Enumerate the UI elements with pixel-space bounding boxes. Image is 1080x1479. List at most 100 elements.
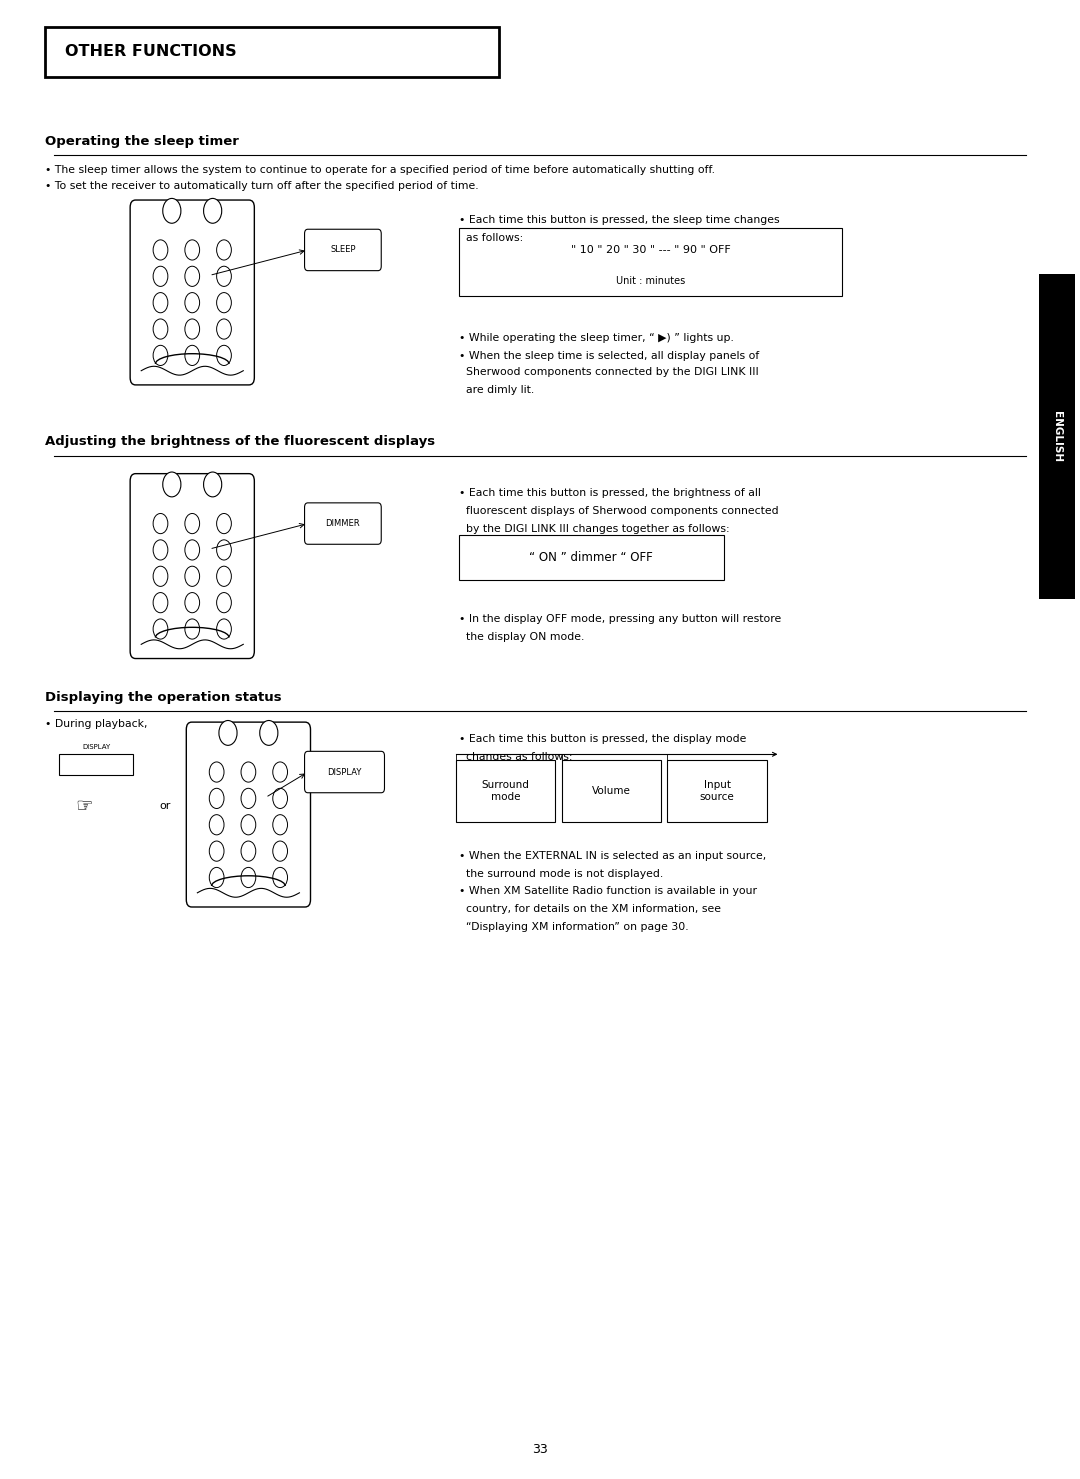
Circle shape [185,618,200,639]
Circle shape [185,345,200,365]
Circle shape [273,842,287,861]
Text: • When the sleep time is selected, all display panels of: • When the sleep time is selected, all d… [459,351,759,361]
Circle shape [185,540,200,561]
Text: ENGLISH: ENGLISH [1052,411,1062,461]
Circle shape [217,266,231,287]
Text: Adjusting the brightness of the fluorescent displays: Adjusting the brightness of the fluoresc… [45,435,435,448]
Circle shape [273,788,287,809]
Circle shape [185,513,200,534]
Text: as follows:: as follows: [459,232,523,243]
FancyBboxPatch shape [130,473,255,658]
Text: " 10 " 20 " 30 " --- " 90 " OFF: " 10 " 20 " 30 " --- " 90 " OFF [571,244,730,254]
Text: OTHER FUNCTIONS: OTHER FUNCTIONS [65,44,237,59]
Text: SLEEP: SLEEP [330,246,355,254]
Circle shape [185,240,200,260]
Text: • The sleep timer allows the system to continue to operate for a specified perio: • The sleep timer allows the system to c… [45,164,715,175]
Circle shape [241,815,256,834]
Circle shape [210,867,224,887]
Bar [562,760,661,822]
Circle shape [203,198,221,223]
Circle shape [241,762,256,782]
Circle shape [217,319,231,339]
Circle shape [210,788,224,809]
Circle shape [217,540,231,561]
FancyBboxPatch shape [187,722,311,907]
Text: the display ON mode.: the display ON mode. [459,632,584,642]
FancyBboxPatch shape [130,200,255,385]
Circle shape [273,762,287,782]
Circle shape [153,240,167,260]
Circle shape [217,513,231,534]
Circle shape [153,345,167,365]
Bar [45,27,499,77]
Text: by the DIGI LINK III changes together as follows:: by the DIGI LINK III changes together as… [459,524,730,534]
Text: country, for details on the XM information, see: country, for details on the XM informati… [459,904,721,914]
FancyBboxPatch shape [305,503,381,544]
Circle shape [203,472,221,497]
Circle shape [185,566,200,586]
FancyBboxPatch shape [305,751,384,793]
Text: • Each time this button is pressed, the display mode: • Each time this button is pressed, the … [459,734,746,744]
Bar [59,754,133,775]
Text: “Displaying XM information” on page 30.: “Displaying XM information” on page 30. [459,921,689,932]
FancyBboxPatch shape [305,229,381,271]
Circle shape [163,198,181,223]
Circle shape [273,867,287,887]
Circle shape [241,788,256,809]
Text: DIMMER: DIMMER [325,519,361,528]
Circle shape [153,293,167,312]
Text: 33: 33 [532,1444,548,1455]
Bar [459,535,724,580]
Text: Surround
mode: Surround mode [482,781,529,802]
Circle shape [153,319,167,339]
Text: • When XM Satellite Radio function is available in your: • When XM Satellite Radio function is av… [459,886,757,896]
Text: Volume: Volume [592,787,631,796]
Circle shape [217,593,231,612]
Text: are dimly lit.: are dimly lit. [459,385,535,395]
Text: or: or [160,802,171,810]
Circle shape [260,720,278,745]
Circle shape [273,815,287,834]
Circle shape [241,867,256,887]
Text: • While operating the sleep timer, “ ▶) ” lights up.: • While operating the sleep timer, “ ▶) … [459,333,734,343]
Text: DISPLAY: DISPLAY [82,744,110,750]
Text: • During playback,: • During playback, [45,719,148,729]
Circle shape [153,513,167,534]
Circle shape [217,618,231,639]
Circle shape [153,266,167,287]
Circle shape [219,720,238,745]
Text: ☞: ☞ [76,797,93,815]
Bar [459,228,842,296]
Circle shape [185,593,200,612]
Text: Sherwood components connected by the DIGI LINK III: Sherwood components connected by the DIG… [459,367,759,377]
Circle shape [241,842,256,861]
Text: • To set the receiver to automatically turn off after the specified period of ti: • To set the receiver to automatically t… [45,180,480,191]
Bar [1039,274,1075,599]
Text: DISPLAY: DISPLAY [327,768,362,776]
Bar [667,760,767,822]
Text: “ ON ” dimmer “ OFF: “ ON ” dimmer “ OFF [529,552,653,563]
Circle shape [153,618,167,639]
Circle shape [185,293,200,312]
Text: fluorescent displays of Sherwood components connected: fluorescent displays of Sherwood compone… [459,506,779,516]
Circle shape [185,266,200,287]
Circle shape [163,472,181,497]
Circle shape [210,762,224,782]
Text: • In the display OFF mode, pressing any button will restore: • In the display OFF mode, pressing any … [459,614,781,624]
Circle shape [153,566,167,586]
Circle shape [153,593,167,612]
Circle shape [210,842,224,861]
Text: • Each time this button is pressed, the brightness of all: • Each time this button is pressed, the … [459,488,761,498]
Circle shape [217,566,231,586]
Circle shape [185,319,200,339]
Text: • Each time this button is pressed, the sleep time changes: • Each time this button is pressed, the … [459,214,780,225]
Circle shape [217,240,231,260]
Text: Operating the sleep timer: Operating the sleep timer [45,135,240,148]
Circle shape [210,815,224,834]
Text: Unit : minutes: Unit : minutes [616,275,686,285]
Text: Displaying the operation status: Displaying the operation status [45,691,282,704]
Circle shape [153,540,167,561]
Circle shape [217,293,231,312]
Text: the surround mode is not displayed.: the surround mode is not displayed. [459,868,663,879]
Circle shape [217,345,231,365]
